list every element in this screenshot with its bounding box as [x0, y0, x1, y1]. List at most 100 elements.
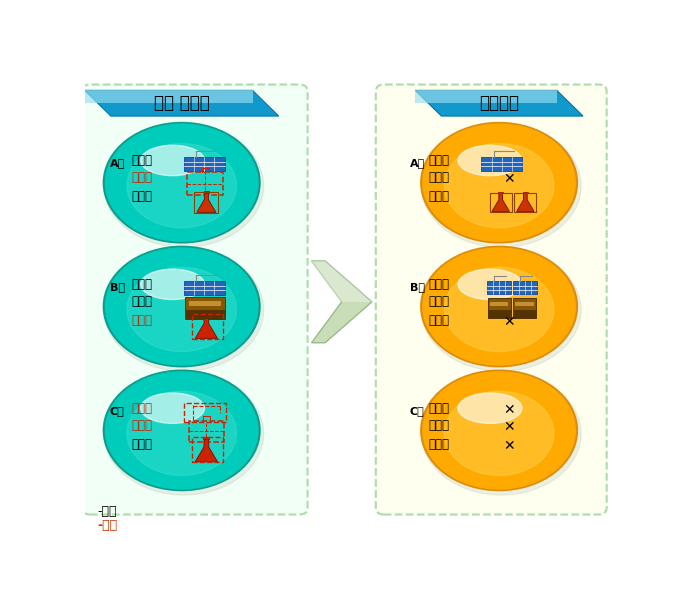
Text: ✕: ✕	[503, 438, 515, 453]
Text: A시: A시	[410, 158, 425, 168]
Ellipse shape	[421, 124, 581, 247]
Text: ✕: ✕	[503, 315, 515, 329]
Text: ✕: ✕	[503, 402, 515, 416]
Text: 통합조정: 통합조정	[479, 94, 519, 112]
Bar	[204, 191, 209, 192]
Ellipse shape	[458, 145, 522, 175]
Polygon shape	[492, 193, 510, 212]
Text: -기존: -기존	[97, 504, 117, 518]
Ellipse shape	[104, 124, 263, 247]
Text: C시: C시	[410, 406, 424, 416]
Ellipse shape	[104, 246, 260, 367]
Text: 분석실: 분석실	[132, 190, 153, 203]
Ellipse shape	[444, 268, 554, 351]
Bar	[203, 314, 209, 316]
Bar	[190, 301, 221, 306]
Text: 슬러지: 슬러지	[429, 171, 450, 185]
Polygon shape	[311, 261, 372, 302]
Ellipse shape	[458, 393, 522, 424]
Ellipse shape	[421, 246, 577, 367]
Bar	[490, 302, 508, 306]
Ellipse shape	[127, 392, 236, 475]
Bar	[523, 192, 527, 194]
Text: -계획: -계획	[97, 518, 118, 532]
FancyBboxPatch shape	[82, 84, 307, 515]
Ellipse shape	[141, 269, 204, 299]
Polygon shape	[197, 192, 216, 212]
Bar	[183, 281, 225, 295]
Text: 분석실: 분석실	[429, 438, 450, 450]
Text: 수처리: 수처리	[429, 278, 450, 291]
Ellipse shape	[423, 372, 575, 489]
Text: 슬러지: 슬러지	[132, 295, 153, 308]
Bar	[185, 297, 225, 319]
Ellipse shape	[421, 370, 577, 490]
Text: 슬러지: 슬러지	[429, 419, 450, 432]
Ellipse shape	[127, 268, 236, 351]
Bar	[188, 421, 224, 442]
Bar	[184, 403, 226, 422]
Bar	[203, 437, 209, 439]
Text: 수처리: 수처리	[132, 154, 153, 167]
Text: ✕: ✕	[503, 172, 515, 186]
Bar	[487, 298, 510, 317]
Polygon shape	[415, 90, 583, 116]
Ellipse shape	[127, 143, 236, 228]
Ellipse shape	[104, 372, 263, 495]
Bar	[498, 192, 503, 194]
Text: C시: C시	[110, 406, 125, 416]
Ellipse shape	[458, 269, 522, 299]
Ellipse shape	[421, 123, 577, 243]
Text: A시: A시	[110, 158, 125, 168]
Ellipse shape	[444, 143, 554, 228]
Text: 슬러지: 슬러지	[132, 419, 153, 432]
Polygon shape	[85, 90, 279, 116]
Polygon shape	[517, 193, 534, 212]
Bar	[512, 298, 536, 317]
Polygon shape	[195, 315, 217, 339]
Ellipse shape	[444, 392, 554, 475]
Polygon shape	[195, 438, 217, 462]
Ellipse shape	[104, 248, 263, 371]
Text: 분석실: 분석실	[132, 314, 153, 327]
Ellipse shape	[141, 145, 204, 175]
Bar	[512, 310, 536, 317]
Text: 슬러지: 슬러지	[429, 295, 450, 308]
Bar	[515, 192, 536, 212]
Bar	[489, 192, 512, 212]
Bar	[188, 172, 223, 195]
Ellipse shape	[106, 372, 258, 489]
Polygon shape	[85, 90, 253, 103]
Bar	[481, 157, 522, 171]
Text: B시: B시	[410, 282, 425, 292]
Text: 수처리: 수처리	[132, 278, 153, 291]
Text: 분석실: 분석실	[429, 190, 450, 203]
Ellipse shape	[106, 124, 258, 241]
Text: 수처리: 수처리	[429, 154, 450, 167]
Bar	[515, 302, 533, 306]
Bar	[192, 438, 223, 462]
Text: 분석실: 분석실	[132, 438, 153, 450]
Text: 수처리: 수처리	[132, 402, 153, 415]
Ellipse shape	[423, 124, 575, 241]
Bar	[183, 157, 225, 171]
Polygon shape	[415, 90, 557, 103]
Text: B시: B시	[110, 282, 125, 292]
Ellipse shape	[104, 370, 260, 490]
Polygon shape	[311, 261, 372, 343]
Ellipse shape	[423, 248, 575, 365]
Text: 수처리: 수처리	[429, 402, 450, 415]
Text: ✕: ✕	[503, 420, 515, 434]
Ellipse shape	[421, 372, 581, 495]
Text: 슬러지: 슬러지	[132, 171, 153, 185]
Bar	[194, 192, 218, 213]
Bar	[192, 314, 223, 339]
Ellipse shape	[421, 248, 581, 371]
Text: 분석실: 분석실	[429, 314, 450, 327]
Text: 기존 하수도: 기존 하수도	[154, 94, 210, 112]
Bar	[487, 281, 510, 294]
Ellipse shape	[104, 123, 260, 243]
Bar	[487, 310, 510, 317]
Ellipse shape	[141, 393, 204, 424]
Bar	[512, 281, 537, 294]
